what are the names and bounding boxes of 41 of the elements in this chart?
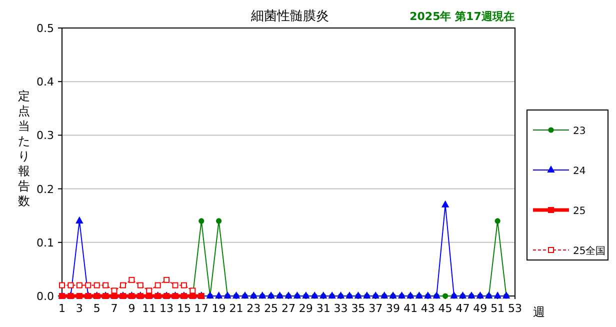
y-tick-label: 0.4 bbox=[36, 76, 54, 89]
x-tick-label: 39 bbox=[386, 302, 400, 315]
legend-label: 25 bbox=[573, 206, 586, 217]
y-tick-label: 0.3 bbox=[36, 129, 54, 142]
x-tick-label: 3 bbox=[76, 302, 83, 315]
x-tick-label: 49 bbox=[473, 302, 488, 315]
y-tick-label: 0.2 bbox=[36, 182, 54, 196]
x-tick-label: 15 bbox=[176, 302, 191, 315]
x-tick-label: 11 bbox=[142, 302, 156, 315]
legend-label: 25全国 bbox=[573, 245, 606, 257]
x-tick-label: 1 bbox=[58, 302, 66, 315]
x-tick-label: 43 bbox=[420, 302, 435, 315]
x-tick-label: 29 bbox=[298, 302, 313, 315]
chart-subtitle: 2025年 第17週現在 bbox=[410, 10, 514, 23]
x-tick-label: 27 bbox=[282, 302, 296, 315]
x-tick-label: 35 bbox=[351, 302, 366, 315]
x-tick-label: 51 bbox=[490, 302, 505, 315]
x-tick-label: 9 bbox=[128, 302, 136, 315]
x-axis-title: 週 bbox=[533, 305, 545, 319]
x-tick-label: 21 bbox=[229, 302, 244, 315]
x-tick-label: 31 bbox=[316, 302, 330, 315]
x-tick-label: 23 bbox=[246, 302, 261, 315]
y-tick-label: 0.1 bbox=[36, 236, 54, 250]
legend-label: 23 bbox=[573, 126, 586, 137]
x-tick-label: 25 bbox=[264, 302, 278, 315]
x-tick-label: 17 bbox=[194, 302, 208, 315]
x-tick-label: 13 bbox=[160, 302, 174, 315]
x-tick-label: 41 bbox=[403, 302, 418, 315]
x-tick-label: 45 bbox=[438, 302, 452, 315]
chart-title: 細菌性髄膜炎 bbox=[250, 9, 329, 24]
y-tick-label: 0.0 bbox=[36, 290, 54, 303]
x-tick-label: 19 bbox=[212, 302, 226, 315]
x-tick-label: 5 bbox=[93, 302, 100, 315]
x-tick-label: 37 bbox=[368, 302, 383, 315]
x-tick-label: 33 bbox=[334, 302, 348, 315]
x-tick-label: 53 bbox=[508, 302, 522, 315]
x-tick-label: 47 bbox=[456, 302, 470, 315]
y-tick-label: 0.5 bbox=[36, 22, 54, 35]
x-tick-label: 7 bbox=[110, 302, 118, 315]
legend-label: 24 bbox=[573, 166, 586, 177]
y-axis-title: 定点当たり報告数 bbox=[18, 89, 30, 208]
